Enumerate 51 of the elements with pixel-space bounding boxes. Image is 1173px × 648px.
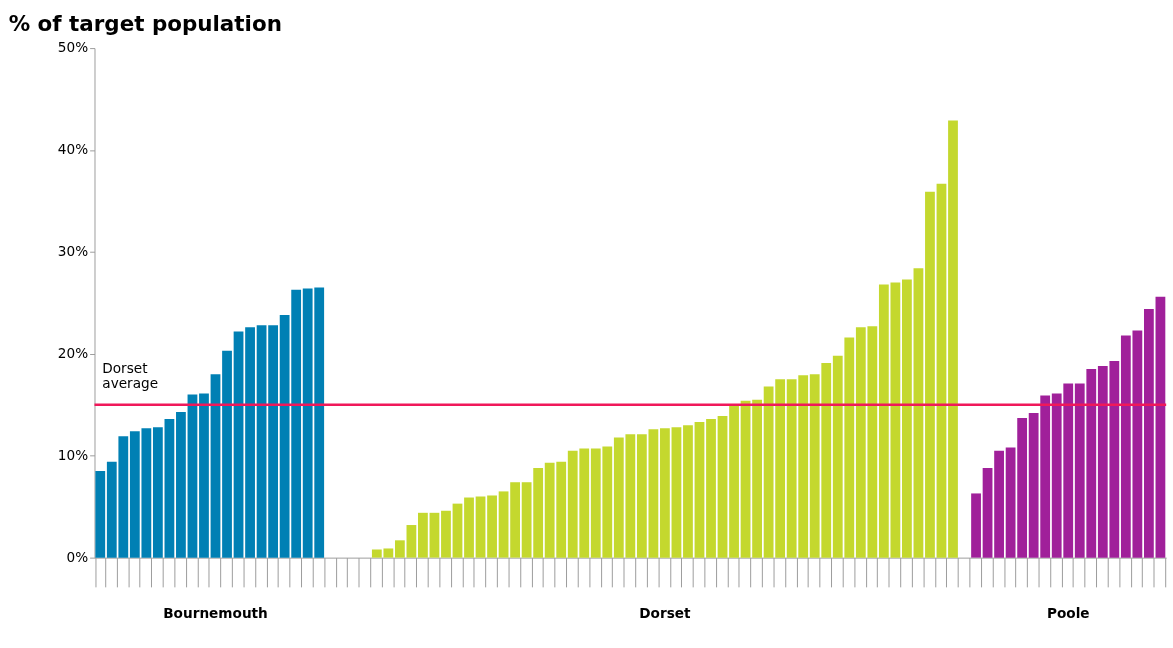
bar <box>694 422 705 558</box>
bar <box>936 183 947 558</box>
text: Dorset <box>639 605 692 622</box>
bar <box>441 510 451 558</box>
bar <box>256 325 267 558</box>
bar <box>925 191 935 558</box>
bar <box>475 496 486 558</box>
y-tick-label: 50% <box>57 39 89 56</box>
bar <box>1155 296 1166 558</box>
bar <box>418 512 428 558</box>
y-tick-label: 10% <box>57 447 89 464</box>
bar <box>683 425 693 558</box>
bar <box>717 415 728 558</box>
bar <box>752 399 762 558</box>
y-tick-label: 20% <box>57 345 89 362</box>
bar <box>199 393 209 558</box>
ref-line-label: Dorset average <box>102 359 159 392</box>
bar <box>210 374 221 558</box>
bar <box>498 491 509 558</box>
bar <box>948 120 958 558</box>
bar <box>222 350 232 558</box>
bar <box>671 427 682 558</box>
bar <box>187 394 198 558</box>
bar <box>706 419 716 558</box>
bar <box>464 497 474 558</box>
y-tick-label: 30% <box>57 243 89 260</box>
bar <box>510 482 520 558</box>
text: Poole <box>1046 605 1090 622</box>
bar <box>152 427 163 558</box>
bar <box>660 428 670 558</box>
bar <box>233 331 244 558</box>
bar <box>487 495 497 558</box>
bar <box>982 467 993 558</box>
y-tick-label: 0% <box>66 549 89 566</box>
bar <box>176 411 186 558</box>
bar <box>245 327 255 558</box>
y-tick-label: 40% <box>57 141 89 158</box>
bar <box>902 279 912 558</box>
bar <box>1144 308 1154 558</box>
bar <box>95 471 106 558</box>
bar <box>994 450 1004 558</box>
bar <box>740 400 751 558</box>
bar <box>971 493 981 558</box>
bar <box>268 325 279 558</box>
bar <box>429 512 440 558</box>
text: Bournemouth <box>163 605 268 622</box>
chart-title: % of target population <box>8 10 282 36</box>
bar <box>452 503 463 558</box>
bar <box>164 419 175 558</box>
bar <box>729 405 739 558</box>
bar <box>913 268 924 558</box>
